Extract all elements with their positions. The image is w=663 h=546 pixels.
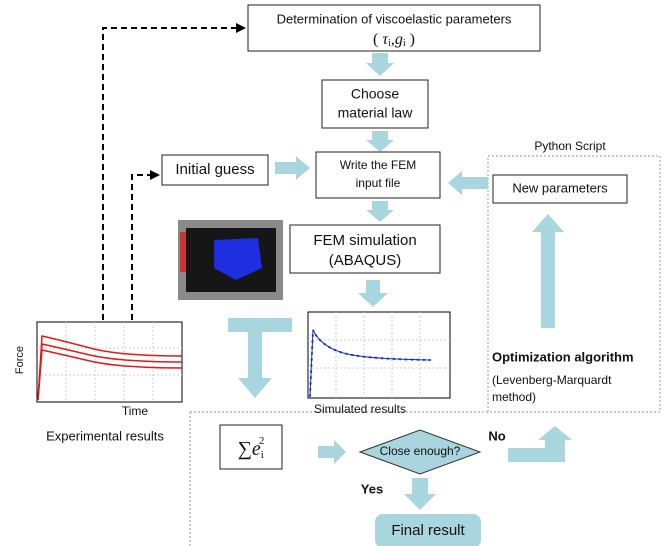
arrow-head: [150, 170, 160, 180]
material-line: material law: [338, 105, 414, 121]
dashed-connector: [132, 175, 152, 320]
arrow: [366, 201, 394, 222]
write-line: Write the FEM: [340, 158, 416, 172]
optimization-title: Optimization algorithm: [492, 349, 634, 364]
initial-guess: Initial guess: [175, 161, 254, 178]
arrow: [228, 318, 292, 398]
arrow: [366, 131, 394, 152]
yes-label: Yes: [361, 481, 383, 496]
fem-line: FEM simulation: [313, 232, 416, 249]
arrow: [404, 478, 436, 510]
simulated-caption: Simulated results: [314, 402, 406, 416]
error-sum: ∑ei2: [238, 435, 265, 461]
diagram: Determination of viscoelastic parameters…: [0, 0, 663, 546]
y-label: Force: [14, 346, 26, 374]
arrow: [532, 214, 564, 328]
python-label: Python Script: [534, 139, 606, 153]
arrow: [448, 171, 488, 195]
material-line: Choose: [351, 86, 399, 102]
screenshot-toolbar: [180, 232, 186, 272]
simulated-plot: [308, 312, 450, 398]
final-result: Final result: [391, 522, 465, 539]
optimization-line: method): [492, 390, 536, 404]
fem-line: (ABAQUS): [329, 252, 402, 269]
top-title: Determination of viscoelastic parameters: [277, 11, 512, 26]
arrow: [358, 280, 388, 307]
arrow-head: [236, 23, 246, 33]
write-line: input file: [356, 176, 401, 190]
arrow: [366, 53, 394, 76]
x-label: Time: [122, 404, 149, 418]
decision-text: Close enough?: [380, 444, 461, 458]
arrow: [318, 440, 346, 464]
arrow: [508, 426, 572, 462]
no-label: No: [488, 428, 505, 443]
new-parameters: New parameters: [512, 180, 608, 195]
experimental-caption: Experimental results: [46, 428, 164, 443]
arrow: [275, 156, 310, 180]
optimization-line: (Levenberg-Marquardt: [492, 373, 612, 387]
parameters: ( τi,gi ): [373, 31, 415, 50]
